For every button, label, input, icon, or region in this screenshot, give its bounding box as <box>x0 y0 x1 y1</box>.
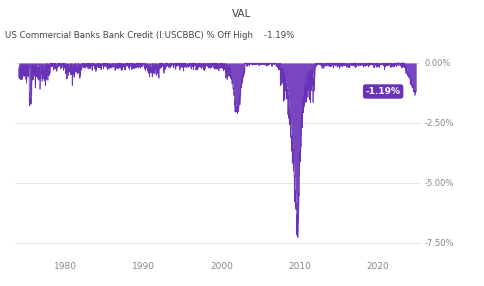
Text: US Commercial Banks Bank Credit (I:USCBBC) % Off High    -1.19%: US Commercial Banks Bank Credit (I:USCBB… <box>5 31 294 40</box>
Text: -1.19%: -1.19% <box>365 87 401 96</box>
Text: VAL: VAL <box>232 9 252 19</box>
